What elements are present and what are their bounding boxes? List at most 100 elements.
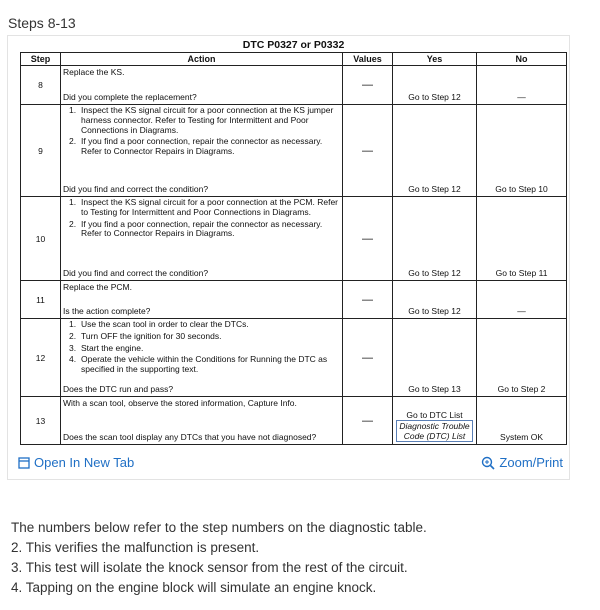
value-cell: —: [342, 104, 393, 197]
action-steps: Replace the PCM.: [61, 281, 342, 293]
action-question: Did you find and correct the condition?: [63, 268, 209, 278]
table-row: 11 Replace the PCM. Is the action complete…: [20, 280, 568, 319]
yes-cell: Go to Step 13: [392, 318, 477, 397]
yes-link[interactable]: Diagnostic Trouble Code (DTC) List: [396, 420, 473, 442]
action-content: 1. Use the scan tool in order to clear th…: [61, 319, 342, 395]
action-content: 1. Inspect the KS signal circuit for a po…: [61, 197, 342, 279]
table-caption: DTC P0327 or P0332: [242, 39, 345, 51]
table-row: 12 1. Use the scan tool in order to clear …: [20, 318, 568, 397]
no-cell: System OK: [475, 396, 568, 445]
action-cell: 1. Inspect the KS signal circuit for a po…: [60, 104, 343, 197]
table-row: 10 1. Inspect the KS signal circuit for a …: [20, 196, 568, 281]
item-number: 4.: [69, 354, 77, 365]
yes-text: Go to Step 13: [408, 384, 461, 394]
zoom-print[interactable]: Zoom/Print: [481, 455, 563, 470]
action-item: 1. Use the scan tool in order to clear th…: [61, 319, 342, 331]
notes-intro: The numbers below refer to the step numb…: [11, 520, 427, 535]
note-item: 2. This verifies the malfunction is pres…: [11, 540, 260, 555]
item-number: 1.: [69, 105, 77, 115]
open-icon: [18, 456, 30, 469]
zoom-link-text[interactable]: Zoom/Print: [499, 455, 563, 470]
action-question: Does the scan tool display any DTCs that…: [63, 432, 317, 442]
no-cell: Go to Step 2: [475, 318, 568, 397]
item-text: Use the scan tool in order to clear the …: [81, 319, 249, 329]
action-question: Is the action complete?: [63, 306, 151, 316]
action-text: Replace the KS.: [63, 67, 125, 77]
item-number: 3.: [69, 342, 77, 353]
value-cell: —: [342, 280, 393, 319]
diagnostic-table: DTC P0327 or P0332 Step Action Values Yes No…: [20, 38, 568, 445]
table-row: 8 Replace the KS. Did you complete the rep…: [20, 65, 568, 105]
yes-cell: Go to Step 12: [392, 65, 477, 105]
yes-text: Go to Step 12: [408, 184, 461, 194]
action-question: Did you find and correct the condition?: [63, 184, 209, 194]
action-content: With a scan tool, observe the stored inf…: [61, 397, 342, 443]
yes-text: Go to Step 12: [408, 306, 461, 316]
item-text: Operate the vehicle within the Condition…: [81, 354, 328, 375]
yes-text: Go to Step 12: [408, 92, 461, 102]
action-content: Replace the PCM. Is the action complete?: [61, 281, 342, 317]
column-header: Action: [60, 52, 343, 66]
item-text: Inspect the KS signal circuit for a poor…: [81, 197, 339, 217]
action-cell: Replace the KS. Did you complete the repl…: [60, 65, 343, 105]
action-content: Replace the KS. Did you complete the repl…: [61, 66, 342, 103]
item-number: 2.: [69, 136, 77, 147]
no-cell: —: [475, 280, 568, 319]
yes-cell: Go to DTC List Diagnostic Trouble Code (D…: [392, 396, 477, 445]
column-header: Yes: [392, 52, 477, 66]
action-steps: With a scan tool, observe the stored inf…: [61, 397, 342, 409]
value-cell: —: [342, 196, 393, 281]
action-text: With a scan tool, observe the stored inf…: [63, 398, 297, 408]
item-text: If you find a poor connection, repair th…: [81, 136, 323, 157]
action-cell: 1. Use the scan tool in order to clear th…: [60, 318, 343, 397]
action-item: 2. If you find a poor connection, repair …: [61, 219, 342, 241]
no-cell: —: [475, 65, 568, 105]
action-steps: 1. Inspect the KS signal circuit for a po…: [61, 197, 342, 240]
note-item: 3. This test will isolate the knock sens…: [11, 560, 408, 575]
item-text: If you find a poor connection, repair th…: [81, 218, 323, 239]
table-frame: DTC P0327 or P0332 Step Action Values Yes No…: [7, 35, 570, 480]
item-number: 1.: [69, 197, 77, 207]
item-text: Inspect the KS signal circuit for a poor…: [81, 105, 334, 135]
open-link-text[interactable]: Open In New Tab: [34, 455, 135, 470]
action-item: 2. Turn OFF the ignition for 30 seconds.: [61, 331, 342, 343]
zoom-icon: [482, 456, 495, 470]
action-cell: 1. Inspect the KS signal circuit for a po…: [60, 196, 343, 281]
notes: The numbers below refer to the step numb…: [11, 518, 427, 598]
step-cell: 10: [20, 196, 61, 281]
yes-cell: Go to Step 12: [392, 280, 477, 319]
value-cell: —: [342, 396, 393, 445]
action-steps: 1. Use the scan tool in order to clear th…: [61, 319, 342, 376]
item-number: 1.: [69, 319, 77, 329]
step-cell: 9: [20, 104, 61, 197]
action-item: 3. Start the engine.: [61, 343, 342, 355]
table-row: 9 1. Inspect the KS signal circuit for a p…: [20, 104, 568, 197]
action-item: 4. Operate the vehicle within the Conditi…: [61, 354, 342, 376]
section-title: Steps 8-13: [8, 15, 76, 31]
action-question: Did you complete the replacement?: [63, 92, 197, 102]
yes-text: Go to Step 12: [408, 268, 461, 278]
action-question: Does the DTC run and pass?: [63, 384, 174, 394]
open-new-tab[interactable]: Open In New Tab: [18, 455, 134, 470]
value-cell: —: [342, 318, 393, 397]
column-header: Values: [342, 52, 393, 66]
step-cell: 12: [20, 318, 61, 397]
note-item: 4. Tapping on the engine block will simu…: [11, 580, 377, 595]
item-text: Start the engine.: [81, 342, 144, 353]
action-item: 1. Inspect the KS signal circuit for a po…: [61, 197, 342, 219]
column-header: No: [475, 52, 568, 66]
action-item: 1. Inspect the KS signal circuit for a po…: [61, 105, 342, 136]
yes-cell: Go to Step 12: [392, 104, 477, 197]
no-cell: Go to Step 11: [475, 196, 568, 281]
step-cell: 13: [20, 396, 61, 445]
no-cell: Go to Step 10: [475, 104, 568, 197]
yes-cell: Go to Step 12: [392, 196, 477, 281]
item-text: Turn OFF the ignition for 30 seconds.: [81, 330, 222, 341]
step-cell: 8: [20, 65, 61, 105]
value-cell: —: [342, 65, 393, 105]
table-row: 13 With a scan tool, observe the stored i…: [20, 396, 568, 445]
action-content: 1. Inspect the KS signal circuit for a po…: [61, 105, 342, 195]
item-number: 2.: [69, 330, 77, 341]
action-cell: With a scan tool, observe the stored inf…: [60, 396, 343, 445]
